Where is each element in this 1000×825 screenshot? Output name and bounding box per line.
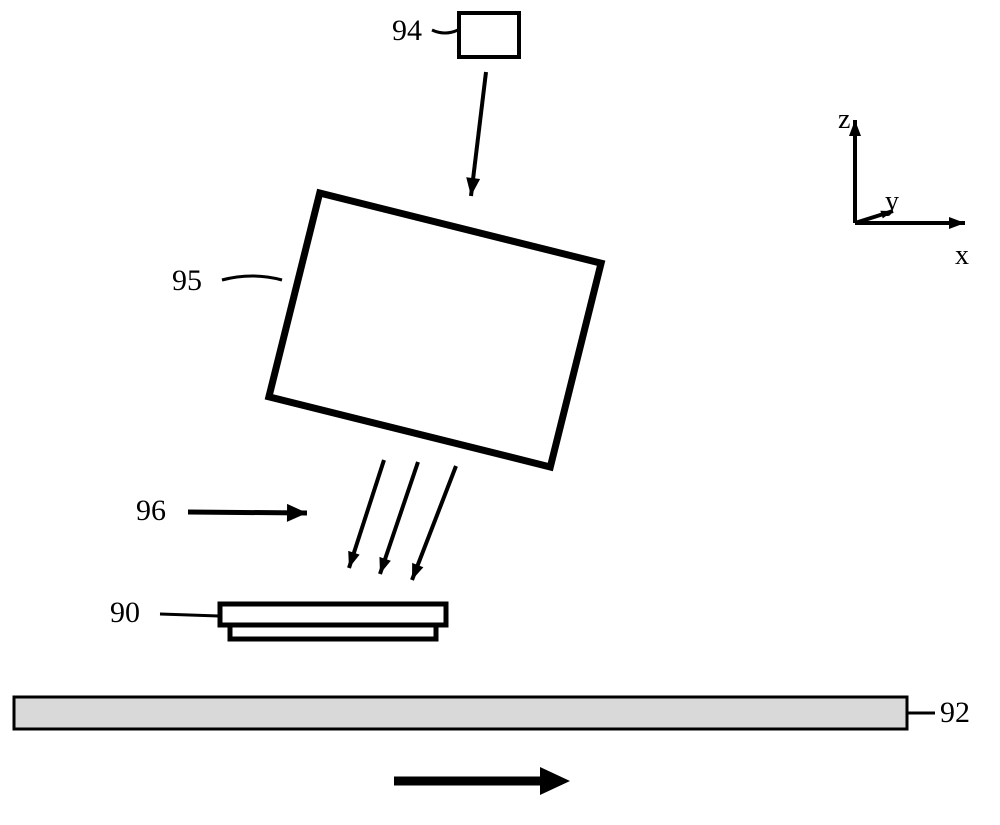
tray-90-top <box>220 604 446 625</box>
label-axis-z: z <box>838 104 850 135</box>
diagram-canvas: 94 95 96 90 92 x y z <box>0 0 1000 825</box>
label-96: 96 <box>136 494 166 527</box>
box-95 <box>269 193 601 467</box>
beam-arrow-1 <box>379 462 418 574</box>
label-90: 90 <box>110 596 140 629</box>
axis-z <box>849 120 861 223</box>
label-92: 92 <box>940 696 970 729</box>
label-94: 94 <box>392 14 422 47</box>
leader-90 <box>160 614 219 616</box>
arrow-94-to-95 <box>466 72 486 196</box>
leader-94 <box>432 30 458 33</box>
table-92 <box>14 697 907 729</box>
beam-arrow-0 <box>348 460 384 568</box>
tray-90-bottom <box>230 625 436 639</box>
label-95: 95 <box>172 264 202 297</box>
beam-arrow-2 <box>412 466 456 580</box>
label-arrow-96 <box>188 504 307 522</box>
leader-95 <box>222 276 282 280</box>
motion-arrow <box>394 767 570 795</box>
box-94 <box>459 13 519 57</box>
label-axis-x: x <box>955 240 969 271</box>
label-axis-y: y <box>885 186 899 217</box>
